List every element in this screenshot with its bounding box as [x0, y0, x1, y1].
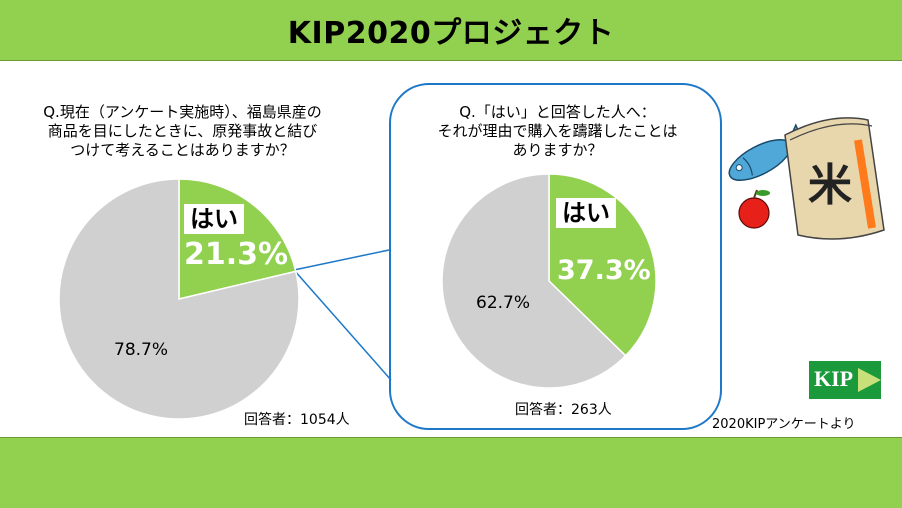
pie-1-other-value: 78.7% — [114, 340, 169, 360]
question-1-line: つけて考えることはありますか？ — [70, 141, 295, 159]
pie-1-slice-other — [58, 178, 300, 420]
callout-bubble — [389, 83, 722, 430]
pie-2-yes-label: はい — [556, 198, 616, 228]
svg-text:米: 米 — [808, 160, 852, 211]
question-1-line: 商品を目にしたときに、原発事故と結び — [47, 122, 318, 140]
kip-logo-accent — [858, 368, 881, 392]
question-2-line: Q.「はい」と回答した人へ： — [459, 103, 656, 121]
kip-logo-text: KIP — [814, 366, 854, 391]
footer-band — [0, 437, 902, 508]
question-2-line: それが理由で購入を躊躇したことは — [437, 122, 678, 140]
pie-2-other-value: 62.7% — [476, 293, 531, 313]
question-2: Q.「はい」と回答した人へ： それが理由で購入を躊躇したことは ありますか？ — [395, 103, 720, 160]
page-title: KIP2020プロジェクト — [287, 16, 615, 51]
source-note: 2020KIPアンケートより — [712, 417, 856, 432]
callout-line-bottom — [293, 269, 392, 381]
callout-line-top — [293, 249, 390, 271]
rice-bag-icon: 米 — [784, 117, 885, 240]
pie-2-slice-other — [441, 173, 627, 389]
pie-chart-1 — [58, 178, 300, 420]
pie-1-respondents: 回答者：1054人 — [244, 412, 350, 428]
question-1: Q.現在（アンケート実施時）、福島県産の 商品を目にしたときに、原発事故と結び … — [10, 103, 355, 160]
question-2-line: ありますか？ — [512, 141, 603, 159]
pie-1-yes-value: 21.3% — [184, 237, 289, 272]
header-band — [0, 0, 902, 61]
pie-1-yes-label: はい — [184, 204, 244, 234]
apple-icon — [738, 189, 770, 229]
pie-2-respondents: 回答者：263人 — [515, 402, 612, 418]
question-1-line: Q.現在（アンケート実施時）、福島県産の — [43, 103, 322, 121]
pie-2-yes-value: 37.3% — [557, 255, 651, 286]
